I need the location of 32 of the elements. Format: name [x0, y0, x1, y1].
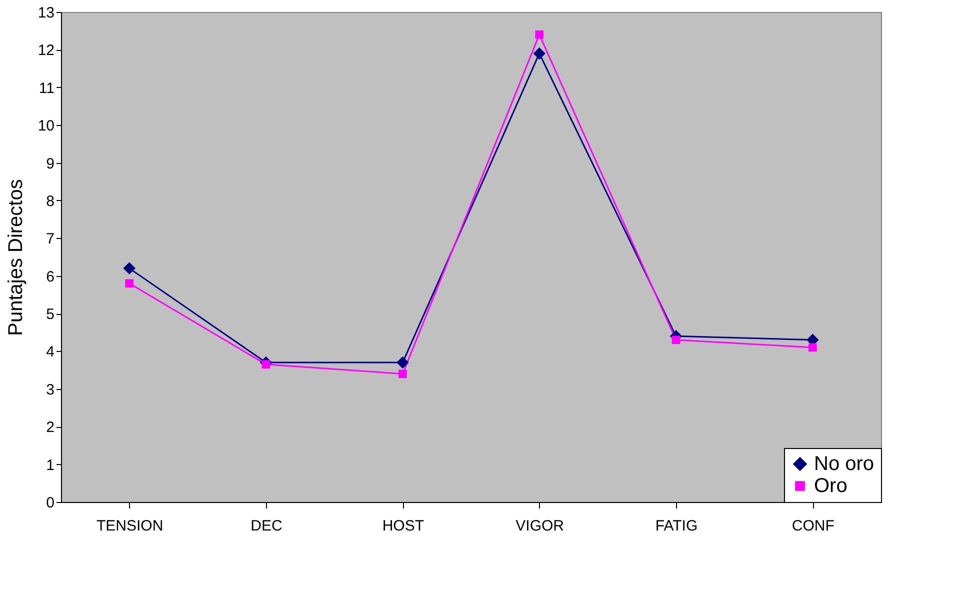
y-tick-label: 5 — [46, 306, 54, 324]
y-tick-label: 13 — [38, 4, 54, 22]
y-tick-label: 12 — [38, 42, 54, 60]
y-axis-title: Puntajes Directos — [4, 179, 27, 336]
y-tick-label: 10 — [38, 118, 54, 135]
y-tick-label: 9 — [46, 155, 54, 172]
point — [672, 336, 680, 344]
y-tick-label: 3 — [46, 381, 54, 398]
y-tick-label: 6 — [46, 268, 54, 286]
point — [533, 47, 546, 60]
point — [262, 360, 270, 369]
legend-label: Oro — [814, 475, 848, 497]
y-tick-label: 7 — [46, 230, 54, 248]
point — [535, 30, 544, 39]
x-tick-label: CONF — [792, 518, 834, 534]
point — [123, 262, 136, 274]
y-tick-label: 2 — [46, 419, 54, 436]
point — [808, 343, 817, 352]
legend-label: No oro — [814, 453, 874, 475]
y-tick-label: 4 — [46, 344, 54, 361]
x-tick-label: DEC — [250, 518, 282, 534]
point — [125, 279, 134, 288]
x-tick-label: FATIG — [655, 518, 698, 534]
y-tick-label: 11 — [38, 80, 54, 97]
y-tick-label: 8 — [46, 192, 54, 210]
x-tick-label: TENSION — [96, 518, 164, 534]
point — [398, 370, 407, 378]
point — [396, 356, 409, 369]
x-tick-label: VIGOR — [516, 518, 564, 534]
y-tick-label: 1 — [46, 456, 54, 474]
y-tick-label: 0 — [46, 494, 54, 512]
x-tick-label: HOST — [382, 518, 424, 534]
